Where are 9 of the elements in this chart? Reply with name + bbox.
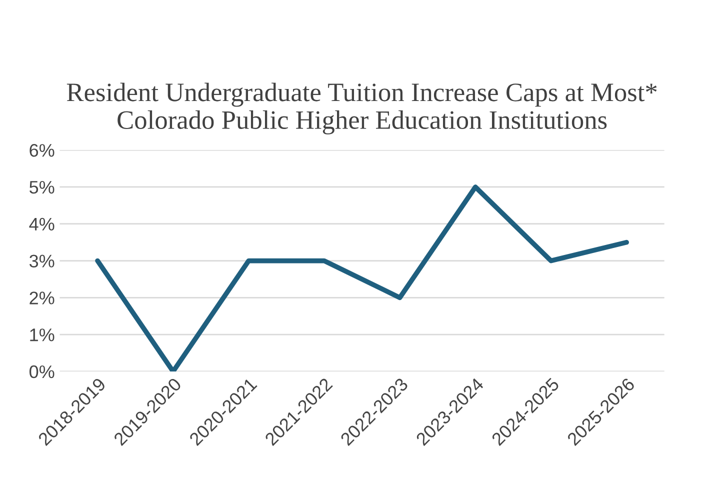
y-tick-label: 2% xyxy=(30,292,54,304)
y-tick-label: 4% xyxy=(29,218,54,231)
y-tick-label: 6% xyxy=(30,144,54,157)
y-tick-label: 5% xyxy=(30,180,54,194)
y-tick-label: 3% xyxy=(29,254,54,268)
y-tick-label: 1% xyxy=(30,328,54,342)
chart-title: Resident Undergraduate Tuition Increase Caps at Most* Colorado Public Higher Education Institutions xyxy=(66,82,657,134)
y-tick-label: 0% xyxy=(30,365,54,378)
line-series xyxy=(95,184,629,372)
